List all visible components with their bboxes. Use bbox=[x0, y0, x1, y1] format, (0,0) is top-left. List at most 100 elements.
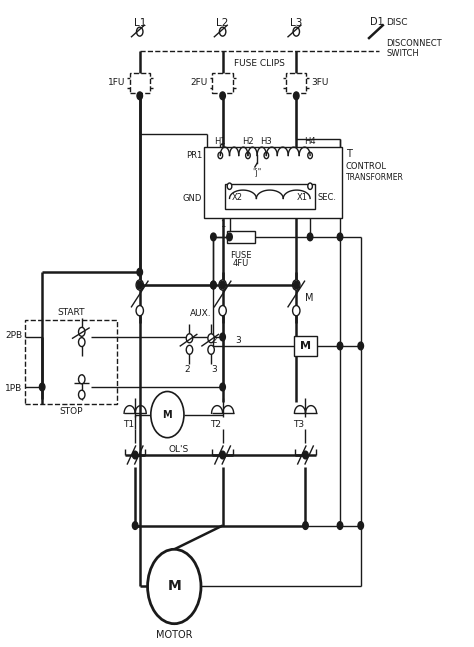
Text: CONTROL: CONTROL bbox=[346, 162, 387, 171]
Text: PR1: PR1 bbox=[186, 151, 202, 160]
Circle shape bbox=[292, 280, 300, 290]
Circle shape bbox=[132, 451, 138, 459]
Circle shape bbox=[220, 333, 225, 341]
Circle shape bbox=[264, 152, 269, 159]
Bar bbox=[212, 72, 233, 93]
Circle shape bbox=[79, 338, 85, 347]
Text: H3: H3 bbox=[261, 137, 272, 146]
Circle shape bbox=[208, 345, 214, 355]
Text: "j": "j" bbox=[253, 168, 262, 177]
Text: H1: H1 bbox=[215, 137, 226, 146]
Circle shape bbox=[220, 383, 225, 391]
Text: SWITCH: SWITCH bbox=[386, 49, 419, 58]
Circle shape bbox=[246, 152, 250, 159]
Text: AUX.: AUX. bbox=[190, 309, 211, 318]
Text: OL'S: OL'S bbox=[169, 444, 189, 454]
Text: GND: GND bbox=[182, 194, 202, 203]
Circle shape bbox=[186, 345, 193, 355]
Text: L2: L2 bbox=[217, 18, 229, 28]
Circle shape bbox=[218, 152, 223, 159]
Text: L3: L3 bbox=[290, 18, 302, 28]
Circle shape bbox=[227, 183, 232, 190]
Circle shape bbox=[137, 269, 143, 276]
Circle shape bbox=[79, 375, 85, 384]
Circle shape bbox=[337, 342, 343, 350]
Circle shape bbox=[308, 183, 312, 190]
Circle shape bbox=[358, 521, 364, 529]
Circle shape bbox=[210, 281, 216, 289]
Text: T: T bbox=[346, 149, 352, 159]
Circle shape bbox=[186, 334, 193, 343]
Text: M: M bbox=[300, 341, 311, 351]
Circle shape bbox=[147, 549, 201, 624]
Text: 1PB: 1PB bbox=[5, 384, 22, 393]
Bar bbox=[225, 184, 315, 210]
Text: M: M bbox=[167, 580, 181, 593]
Text: T1: T1 bbox=[123, 420, 134, 429]
Text: FUSE CLIPS: FUSE CLIPS bbox=[234, 60, 285, 68]
Circle shape bbox=[292, 305, 300, 316]
Circle shape bbox=[132, 521, 138, 529]
Circle shape bbox=[220, 92, 225, 100]
Circle shape bbox=[39, 383, 45, 391]
Circle shape bbox=[303, 451, 308, 459]
Circle shape bbox=[151, 391, 184, 437]
Bar bbox=[129, 72, 150, 93]
Circle shape bbox=[219, 305, 226, 316]
Text: DISCONNECT: DISCONNECT bbox=[386, 39, 442, 48]
Circle shape bbox=[307, 233, 313, 241]
Text: SEC.: SEC. bbox=[318, 193, 337, 202]
Circle shape bbox=[210, 281, 216, 289]
Text: START: START bbox=[57, 308, 84, 317]
Circle shape bbox=[220, 281, 225, 289]
Circle shape bbox=[136, 280, 144, 290]
Text: L1: L1 bbox=[134, 18, 146, 28]
Text: FUSE: FUSE bbox=[230, 251, 252, 260]
Circle shape bbox=[79, 390, 85, 399]
Text: MOTOR: MOTOR bbox=[156, 630, 192, 640]
Circle shape bbox=[137, 27, 143, 36]
Text: T2: T2 bbox=[210, 420, 221, 429]
Bar bbox=[293, 336, 318, 356]
Text: 3FU: 3FU bbox=[311, 78, 328, 87]
Circle shape bbox=[337, 233, 343, 241]
Text: 2: 2 bbox=[184, 364, 190, 373]
Circle shape bbox=[137, 92, 143, 100]
Circle shape bbox=[219, 280, 226, 290]
Text: H2: H2 bbox=[242, 137, 254, 146]
Circle shape bbox=[79, 327, 85, 336]
Bar bbox=[25, 320, 117, 404]
Circle shape bbox=[293, 92, 299, 100]
Circle shape bbox=[136, 305, 144, 316]
Circle shape bbox=[220, 451, 225, 459]
Text: H4: H4 bbox=[304, 137, 316, 146]
Text: 2PB: 2PB bbox=[5, 331, 22, 340]
Text: 1FU: 1FU bbox=[108, 78, 125, 87]
Circle shape bbox=[358, 342, 364, 350]
Bar bbox=[204, 147, 342, 217]
Text: 2FU: 2FU bbox=[191, 78, 208, 87]
Circle shape bbox=[337, 521, 343, 529]
Text: X2: X2 bbox=[231, 193, 242, 202]
Circle shape bbox=[210, 233, 216, 241]
Bar bbox=[286, 72, 306, 93]
Text: T3: T3 bbox=[293, 420, 304, 429]
Text: M: M bbox=[305, 293, 314, 303]
Text: M: M bbox=[163, 410, 172, 420]
Circle shape bbox=[308, 152, 312, 159]
Circle shape bbox=[227, 233, 232, 241]
Circle shape bbox=[137, 281, 143, 289]
Text: 3: 3 bbox=[211, 364, 217, 373]
Text: STOP: STOP bbox=[59, 407, 82, 416]
Circle shape bbox=[303, 521, 308, 529]
Text: 2: 2 bbox=[211, 336, 217, 345]
Text: DISC: DISC bbox=[386, 18, 408, 27]
Circle shape bbox=[293, 281, 299, 289]
Circle shape bbox=[293, 27, 300, 36]
Text: 1: 1 bbox=[220, 220, 225, 229]
Circle shape bbox=[208, 334, 214, 343]
Text: X1: X1 bbox=[297, 193, 308, 202]
Bar bbox=[227, 231, 255, 243]
Text: D1: D1 bbox=[370, 17, 384, 27]
Text: 3: 3 bbox=[236, 336, 241, 345]
